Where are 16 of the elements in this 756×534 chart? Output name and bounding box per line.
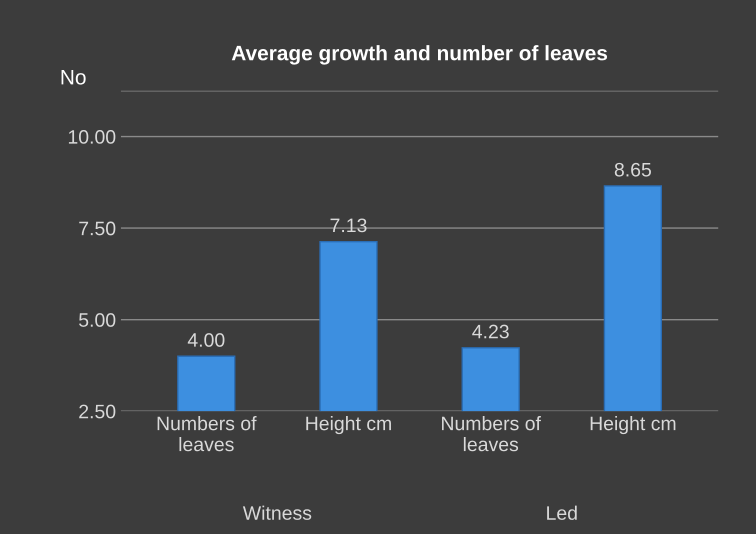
x-tick-label: Height cm <box>306 416 391 434</box>
x-tick-label: Numbers of leaves <box>158 416 257 452</box>
y-tick-label: 10.00 <box>68 130 116 144</box>
x-tick-label: Numbers of leaves <box>442 416 541 452</box>
x-tick-label: Height cm <box>590 416 676 434</box>
chart-title: Average growth and number of leaves <box>232 45 608 65</box>
y-tick-label: 2.50 <box>79 404 116 418</box>
y-tick-label: 5.00 <box>79 313 116 327</box>
y-axis-title: No <box>62 70 86 85</box>
text: Witness <box>242 506 312 520</box>
data-label: 4.00 <box>188 333 224 347</box>
data-label: 7.13 <box>330 218 367 232</box>
text: Led <box>547 506 577 520</box>
data-label: 4.23 <box>472 324 509 338</box>
y-tick-label: 7.50 <box>79 222 116 236</box>
data-label: 8.65 <box>614 162 651 177</box>
